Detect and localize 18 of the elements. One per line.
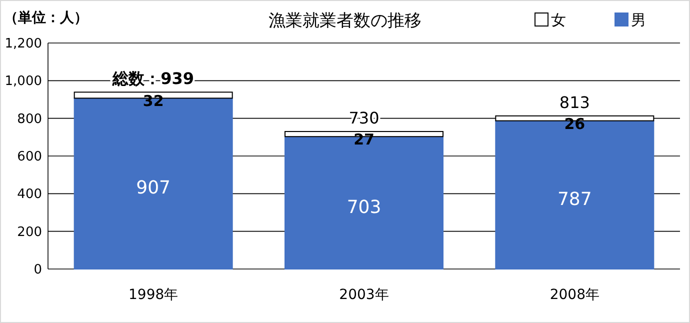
chart-title: 漁業就業者数の推移 bbox=[268, 11, 422, 31]
y-tick-label: 400 bbox=[17, 187, 42, 202]
x-tick-label: 2008年 bbox=[550, 287, 600, 303]
y-axis-title: （単位：人） bbox=[4, 10, 88, 26]
legend-label: 男 bbox=[631, 11, 646, 29]
legend-label: 女 bbox=[551, 11, 566, 29]
x-tick-label: 1998年 bbox=[128, 287, 178, 303]
data-label: 907 bbox=[136, 178, 171, 199]
data-label: 787 bbox=[557, 188, 592, 210]
y-tick-label: 200 bbox=[17, 224, 42, 240]
y-tick-label: 1,000 bbox=[4, 74, 42, 90]
y-tick-label: 1,200 bbox=[4, 36, 42, 52]
y-tick-label: 800 bbox=[17, 112, 42, 127]
y-tick-label: 0 bbox=[34, 262, 42, 278]
data-label: 703 bbox=[346, 196, 382, 218]
y-tick-label: 600 bbox=[17, 150, 42, 165]
x-tick-label: 2003年 bbox=[339, 287, 389, 303]
total-label: 813 bbox=[559, 92, 590, 112]
